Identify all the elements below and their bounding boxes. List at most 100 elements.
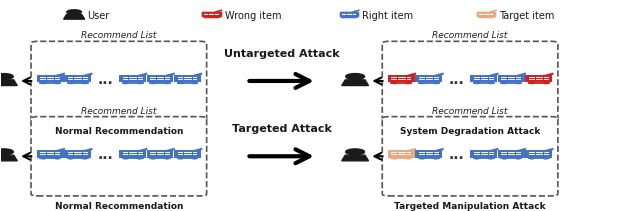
Circle shape (192, 157, 196, 159)
FancyBboxPatch shape (382, 41, 558, 121)
Polygon shape (0, 80, 17, 85)
Text: ...: ... (449, 148, 464, 162)
FancyBboxPatch shape (501, 152, 521, 156)
Circle shape (137, 82, 142, 84)
Circle shape (502, 82, 507, 84)
FancyBboxPatch shape (65, 76, 90, 81)
Circle shape (529, 157, 534, 159)
Circle shape (178, 82, 183, 84)
Text: Untargeted Attack: Untargeted Attack (224, 49, 339, 59)
Polygon shape (342, 80, 369, 85)
Circle shape (488, 157, 493, 159)
Circle shape (502, 157, 507, 159)
Circle shape (529, 82, 534, 84)
FancyBboxPatch shape (150, 152, 170, 156)
Circle shape (346, 149, 365, 155)
Circle shape (433, 157, 438, 159)
Text: Targeted Manipulation Attack: Targeted Manipulation Attack (394, 202, 546, 211)
Circle shape (55, 157, 60, 159)
FancyBboxPatch shape (474, 77, 494, 81)
Circle shape (433, 82, 438, 84)
FancyBboxPatch shape (120, 151, 145, 157)
FancyBboxPatch shape (389, 76, 414, 81)
FancyBboxPatch shape (38, 151, 63, 157)
Circle shape (205, 16, 208, 18)
Circle shape (342, 16, 346, 18)
Circle shape (474, 82, 479, 84)
Text: ...: ... (97, 73, 113, 87)
Circle shape (151, 82, 156, 84)
Text: Target item: Target item (499, 11, 555, 20)
FancyBboxPatch shape (123, 77, 143, 81)
FancyBboxPatch shape (477, 12, 495, 16)
Circle shape (352, 16, 356, 18)
FancyBboxPatch shape (529, 152, 548, 156)
Circle shape (68, 82, 73, 84)
FancyBboxPatch shape (148, 151, 173, 157)
FancyBboxPatch shape (526, 151, 551, 157)
Text: Right item: Right item (362, 11, 413, 20)
Circle shape (490, 16, 493, 18)
Text: Recommend List: Recommend List (81, 107, 157, 116)
Circle shape (543, 82, 548, 84)
FancyBboxPatch shape (202, 12, 221, 16)
FancyBboxPatch shape (175, 76, 200, 81)
FancyBboxPatch shape (65, 151, 90, 157)
FancyBboxPatch shape (389, 151, 414, 157)
FancyBboxPatch shape (68, 77, 88, 81)
Circle shape (41, 157, 45, 159)
FancyBboxPatch shape (38, 76, 63, 81)
FancyBboxPatch shape (501, 77, 521, 81)
FancyBboxPatch shape (382, 117, 558, 196)
FancyBboxPatch shape (150, 77, 170, 81)
Text: Targeted Attack: Targeted Attack (232, 124, 332, 134)
Circle shape (346, 74, 365, 79)
Text: Wrong item: Wrong item (225, 11, 282, 20)
Polygon shape (0, 155, 17, 161)
Circle shape (406, 82, 411, 84)
FancyBboxPatch shape (471, 76, 496, 81)
Circle shape (392, 82, 397, 84)
Circle shape (488, 82, 493, 84)
Circle shape (137, 157, 142, 159)
Circle shape (479, 16, 483, 18)
Circle shape (0, 74, 13, 79)
FancyBboxPatch shape (342, 12, 356, 15)
FancyBboxPatch shape (417, 151, 442, 157)
FancyBboxPatch shape (392, 77, 412, 81)
Text: ...: ... (449, 73, 464, 87)
Circle shape (164, 157, 170, 159)
Circle shape (151, 157, 156, 159)
FancyBboxPatch shape (120, 76, 145, 81)
FancyBboxPatch shape (31, 41, 207, 121)
Circle shape (215, 16, 218, 18)
FancyBboxPatch shape (123, 152, 143, 156)
FancyBboxPatch shape (529, 77, 548, 81)
Circle shape (420, 82, 424, 84)
Circle shape (192, 82, 196, 84)
Circle shape (474, 157, 479, 159)
Circle shape (67, 10, 81, 14)
FancyBboxPatch shape (479, 12, 493, 15)
FancyBboxPatch shape (40, 152, 60, 156)
Circle shape (543, 157, 548, 159)
Polygon shape (342, 155, 369, 161)
FancyBboxPatch shape (340, 12, 358, 16)
Circle shape (83, 157, 87, 159)
FancyBboxPatch shape (204, 12, 219, 15)
Circle shape (392, 157, 397, 159)
FancyBboxPatch shape (392, 152, 412, 156)
Text: ...: ... (97, 148, 113, 162)
Circle shape (0, 149, 13, 155)
Circle shape (83, 82, 87, 84)
FancyBboxPatch shape (68, 152, 88, 156)
FancyBboxPatch shape (175, 151, 200, 157)
Text: Normal Recommendation: Normal Recommendation (54, 127, 183, 135)
Text: User: User (88, 11, 109, 20)
FancyBboxPatch shape (419, 152, 439, 156)
FancyBboxPatch shape (177, 77, 198, 81)
FancyBboxPatch shape (148, 76, 173, 81)
FancyBboxPatch shape (31, 117, 207, 196)
FancyBboxPatch shape (417, 76, 442, 81)
Circle shape (164, 82, 170, 84)
